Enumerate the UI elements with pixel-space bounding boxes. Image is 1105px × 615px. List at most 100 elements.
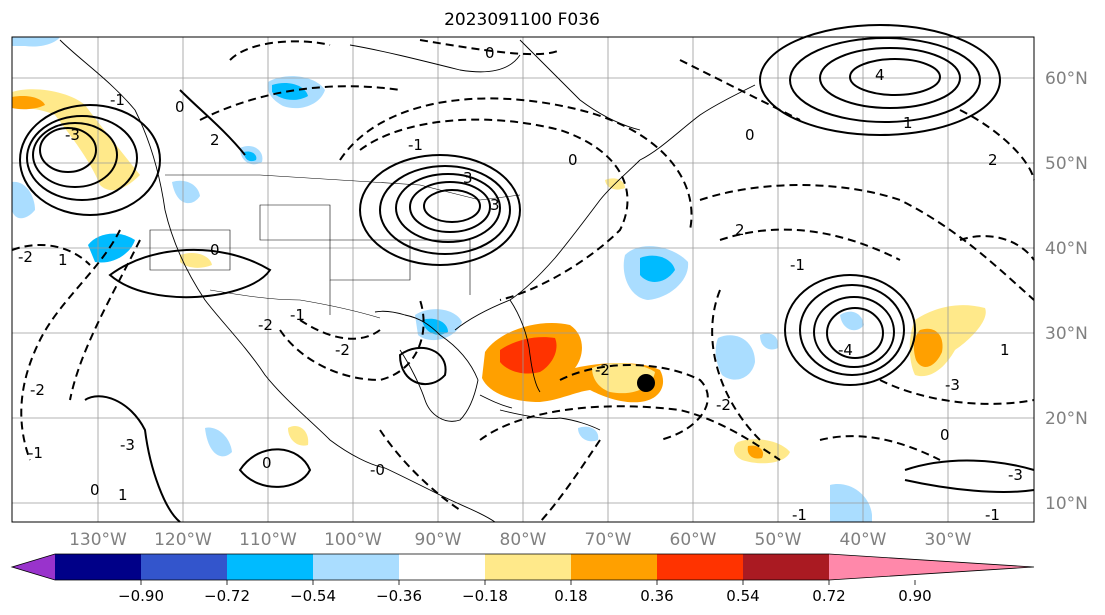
contour-label: 1 (118, 486, 128, 504)
latitude-label: 50°N (1045, 154, 1088, 174)
longitude-label: 60°W (670, 530, 717, 550)
coastlines (59, 39, 756, 523)
contour-label: 0 (745, 126, 755, 144)
latitude-label: 30°N (1045, 324, 1088, 344)
colorbar-segment (141, 554, 227, 580)
contour-label: 0 (262, 454, 272, 472)
contour-label: 2 (988, 151, 998, 169)
colorbar-segment (743, 554, 829, 580)
contour-labels: 1 0 0 -1 -2 2 -3 3 -4 4 -1 0 1 2 -2 -3 0… (18, 44, 1023, 524)
colorbar: −0.90 −0.72 −0.54 −0.36 −0.18 0.18 0.36 … (10, 553, 1035, 605)
anomaly-weak-positive-region (288, 425, 309, 446)
contour-label: 1 (1000, 341, 1010, 359)
contour-label: -2 (335, 341, 350, 359)
contour-label: -1 (290, 306, 305, 324)
map-gridlines (12, 37, 1034, 522)
contour-label: -3 (120, 436, 135, 454)
colorbar-tick-label: 0.18 (554, 587, 587, 605)
contour-label: 0 (90, 481, 100, 499)
anomaly-negative-region (640, 255, 675, 282)
contour-label: -1 (792, 506, 807, 524)
anomaly-weak-negative-region (12, 181, 35, 219)
colorbar-tick-label: −0.90 (118, 587, 164, 605)
contour-label: -1 (985, 506, 1000, 524)
colorbar-tick-label: 0.72 (812, 587, 845, 605)
anomaly-negative-region (244, 151, 257, 162)
contour-label: -3 (65, 126, 80, 144)
colorbar-ticks (140, 580, 916, 585)
negative-contours (11, 39, 1035, 523)
colorbar-tick-label: −0.36 (376, 587, 422, 605)
contour-label: 0 (485, 44, 495, 62)
anomaly-positive-region (747, 445, 764, 459)
map-title: 2023091100 F036 (444, 10, 600, 30)
colorbar-tick-label: 0.54 (726, 587, 759, 605)
colorbar-segment (571, 554, 657, 580)
colorbar-segment (227, 554, 313, 580)
contour-label: 0 (940, 426, 950, 444)
longitude-label: 130°W (69, 530, 127, 550)
longitude-label: 100°W (324, 530, 382, 550)
colorbar-extend-high (829, 554, 1034, 580)
shaded-anomalies (12, 37, 986, 522)
contour-label: 0 (568, 151, 578, 169)
anomaly-weak-positive-region (12, 89, 140, 191)
longitude-label: 80°W (500, 530, 547, 550)
colorbar-segment (313, 554, 399, 580)
longitude-label: 40°W (840, 530, 887, 550)
latitude-label: 60°N (1045, 69, 1088, 89)
anomaly-positive-region (913, 328, 943, 367)
colorbar-tick-label: 0.36 (640, 587, 673, 605)
anomaly-positive-region (12, 95, 45, 110)
colorbar-outline (10, 553, 1035, 581)
longitude-label: 120°W (154, 530, 212, 550)
colorbar-segment (399, 554, 485, 580)
longitude-label: 90°W (415, 530, 462, 550)
anomaly-weak-negative-region (715, 335, 755, 380)
contour-label: -2 (258, 316, 273, 334)
contour-label: -1 (28, 444, 43, 462)
latitude-label: 20°N (1045, 409, 1088, 429)
contour-label: 2 (210, 131, 220, 149)
colorbar-tick-label: 0.90 (898, 587, 931, 605)
anomaly-weak-positive-region (180, 253, 212, 268)
latitude-label: 40°N (1045, 239, 1088, 259)
contour-label: 0 (210, 241, 220, 259)
anomaly-weak-negative-region (840, 311, 864, 331)
longitude-labels: 130°W 120°W 110°W 100°W 90°W 80°W 70°W 6… (69, 530, 972, 550)
storm-center-marker (637, 374, 655, 392)
colorbar-segment (485, 554, 571, 580)
contour-label: 1 (58, 251, 68, 269)
colorbar-tick-label: −0.54 (290, 587, 336, 605)
contour-label: -1 (408, 136, 423, 154)
contour-label: -1 (790, 256, 805, 274)
longitude-label: 70°W (585, 530, 632, 550)
colorbar-extend-low (12, 554, 55, 580)
colorbar-tick-label: −0.18 (462, 587, 508, 605)
contour-label: 4 (875, 66, 885, 84)
contour-label: -2 (716, 396, 731, 414)
longitude-label: 50°W (755, 530, 802, 550)
contour-label: -2 (595, 361, 610, 379)
contour-label: -3 (945, 376, 960, 394)
latitude-labels: 60°N 50°N 40°N 30°N 20°N 10°N (1045, 69, 1088, 514)
map-border (11, 36, 1035, 523)
colorbar-segment (657, 554, 743, 580)
contour-label: 3 (490, 196, 500, 214)
contour-label: 0 (175, 98, 185, 116)
latitude-label: 10°N (1045, 494, 1088, 514)
contour-label: -1 (110, 91, 125, 109)
colorbar-tick-label: −0.72 (204, 587, 250, 605)
anomaly-weak-negative-region (760, 333, 779, 350)
anomaly-weak-negative-region (172, 180, 200, 204)
colorbar-tick-labels: −0.90 −0.72 −0.54 −0.36 −0.18 0.18 0.36 … (118, 587, 932, 605)
longitude-label: 30°W (925, 530, 972, 550)
anomaly-negative-region (422, 318, 448, 335)
contour-label: -2 (18, 248, 33, 266)
map-panel: 1 0 0 -1 -2 2 -3 3 -4 4 -1 0 1 2 -2 -3 0… (11, 24, 1035, 524)
anomaly-strong-positive-region (500, 337, 557, 374)
contours (11, 24, 1035, 523)
longitude-label: 110°W (239, 530, 297, 550)
contour-label: 2 (735, 221, 745, 239)
